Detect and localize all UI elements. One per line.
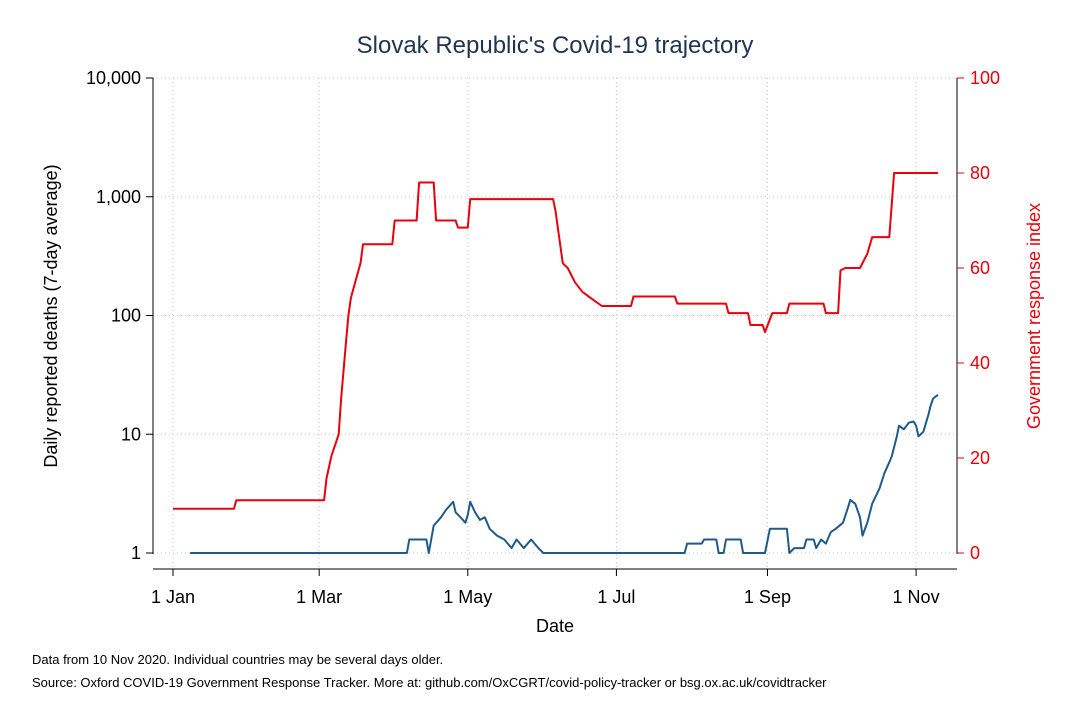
- x-tick-label: 1 Nov: [893, 587, 940, 607]
- left-y-tick-label: 100: [111, 306, 141, 326]
- chart-gridlines: [153, 77, 957, 568]
- footnote-source: Source: Oxford COVID-19 Government Respo…: [32, 675, 827, 690]
- x-tick-label: 1 Mar: [296, 587, 342, 607]
- x-tick-label: 1 May: [443, 587, 492, 607]
- chart-series: [173, 172, 939, 554]
- right-y-tick-label: 40: [970, 353, 990, 373]
- covid-trajectory-chart: Slovak Republic's Covid-19 trajectory 11…: [41, 32, 1044, 636]
- left-y-tick-label: 1,000: [96, 187, 141, 207]
- chart-axes: [152, 78, 958, 570]
- left-y-tick-label: 10: [121, 424, 141, 444]
- x-axis-title: Date: [536, 616, 574, 636]
- left-y-tick-label: 10,000: [86, 68, 141, 88]
- response-index-series-line: [173, 172, 938, 510]
- chart-title: Slovak Republic's Covid-19 trajectory: [357, 32, 754, 59]
- x-tick-label: 1 Jul: [597, 587, 635, 607]
- right-y-tick-label: 80: [970, 163, 990, 183]
- x-tick-label: 1 Jan: [151, 587, 195, 607]
- right-y-tick-label: 0: [970, 543, 980, 563]
- right-y-axis-title: Government response index: [1024, 203, 1044, 429]
- footnote-data-date: Data from 10 Nov 2020. Individual countr…: [32, 652, 444, 667]
- right-y-tick-label: 20: [970, 448, 990, 468]
- right-y-tick-label: 60: [970, 258, 990, 278]
- right-y-tick-label: 100: [970, 68, 1000, 88]
- chart-ticks: 1 10 100 1,000 10,000 0 20 40 60 80 100 1 Jan 1 Mar 1…: [86, 68, 1000, 607]
- x-tick-label: 1 Sep: [744, 587, 791, 607]
- left-y-axis-title: Daily reported deaths (7-day average): [41, 164, 61, 467]
- left-y-tick-label: 1: [131, 543, 141, 563]
- deaths-series-line: [190, 394, 939, 554]
